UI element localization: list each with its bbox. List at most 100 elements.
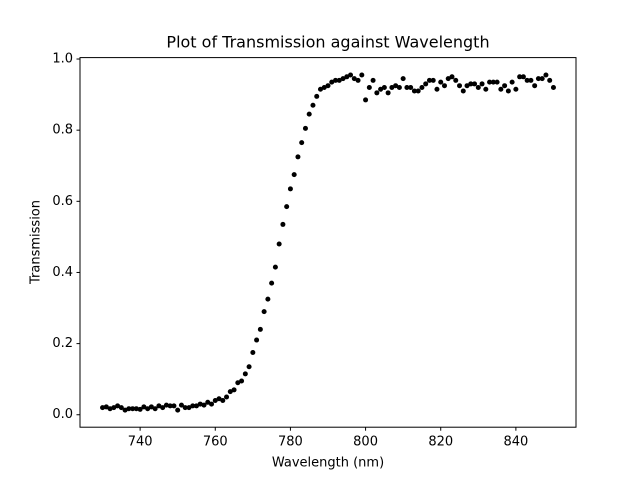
point bbox=[445, 76, 451, 82]
point bbox=[224, 394, 230, 400]
point bbox=[152, 406, 158, 412]
point bbox=[156, 403, 162, 409]
point bbox=[231, 387, 237, 393]
point bbox=[472, 81, 478, 87]
point bbox=[434, 86, 440, 92]
point bbox=[333, 77, 339, 83]
point bbox=[539, 76, 545, 82]
point bbox=[314, 93, 320, 99]
y-tick-label: 1.0 bbox=[52, 52, 73, 67]
x-tick-label: 800 bbox=[353, 435, 378, 450]
point bbox=[325, 83, 331, 89]
point bbox=[205, 399, 211, 405]
point bbox=[430, 77, 436, 83]
point bbox=[107, 406, 113, 412]
x-tick-label: 840 bbox=[503, 435, 528, 450]
point bbox=[329, 79, 335, 85]
point bbox=[408, 84, 414, 90]
point bbox=[528, 77, 534, 83]
point bbox=[239, 378, 245, 384]
y-tick-label: 0.0 bbox=[52, 407, 73, 422]
y-tick-label: 0.2 bbox=[52, 336, 73, 351]
point bbox=[291, 172, 297, 178]
point bbox=[254, 337, 260, 343]
point bbox=[126, 406, 132, 412]
x-tick-label: 740 bbox=[128, 435, 153, 450]
point bbox=[178, 402, 184, 408]
point bbox=[295, 154, 301, 160]
point bbox=[468, 81, 474, 87]
point bbox=[182, 405, 188, 411]
y-tick-label: 0.8 bbox=[52, 123, 73, 138]
point bbox=[502, 83, 508, 89]
point bbox=[269, 280, 275, 286]
point bbox=[317, 86, 323, 92]
point bbox=[344, 74, 350, 80]
point bbox=[532, 83, 538, 89]
point bbox=[396, 84, 402, 90]
point bbox=[505, 88, 511, 94]
point bbox=[163, 402, 169, 408]
point bbox=[235, 380, 241, 386]
point bbox=[378, 86, 384, 92]
point bbox=[100, 405, 106, 411]
point bbox=[103, 404, 109, 410]
point bbox=[336, 77, 342, 83]
point bbox=[411, 88, 417, 94]
point bbox=[464, 83, 470, 89]
point bbox=[171, 403, 177, 409]
point bbox=[265, 296, 271, 302]
point bbox=[389, 84, 395, 90]
x-tick-label: 820 bbox=[428, 435, 453, 450]
point bbox=[276, 241, 282, 247]
point bbox=[385, 90, 391, 96]
point bbox=[250, 349, 256, 355]
point bbox=[133, 406, 139, 412]
point bbox=[400, 76, 406, 82]
point bbox=[404, 84, 410, 90]
point bbox=[299, 140, 305, 146]
point bbox=[246, 364, 252, 370]
point bbox=[160, 405, 166, 411]
point bbox=[186, 405, 192, 411]
point bbox=[111, 405, 117, 411]
point bbox=[257, 326, 263, 332]
point bbox=[517, 74, 523, 80]
point bbox=[201, 402, 207, 408]
point bbox=[487, 79, 493, 85]
point bbox=[453, 77, 459, 83]
point bbox=[141, 404, 147, 410]
point bbox=[216, 396, 222, 402]
point bbox=[438, 79, 444, 85]
point bbox=[115, 403, 121, 409]
point bbox=[130, 406, 136, 412]
x-tick-label: 760 bbox=[203, 435, 228, 450]
point bbox=[306, 111, 312, 117]
point bbox=[197, 401, 203, 407]
point bbox=[321, 84, 327, 90]
point bbox=[550, 84, 556, 90]
point bbox=[490, 79, 496, 85]
x-tick-label: 780 bbox=[278, 435, 303, 450]
point bbox=[513, 86, 519, 92]
point bbox=[220, 398, 226, 404]
point bbox=[479, 81, 485, 87]
point bbox=[509, 79, 515, 85]
point bbox=[475, 84, 481, 90]
point bbox=[366, 84, 372, 90]
point bbox=[460, 88, 466, 94]
x-axis-label: Wavelength (nm) bbox=[272, 456, 384, 471]
point bbox=[355, 77, 361, 83]
point bbox=[457, 83, 463, 89]
point bbox=[543, 72, 549, 78]
point bbox=[145, 406, 151, 412]
point bbox=[520, 74, 526, 80]
point bbox=[374, 90, 380, 96]
point bbox=[535, 76, 541, 82]
point bbox=[483, 86, 489, 92]
point bbox=[212, 398, 218, 404]
point bbox=[148, 404, 154, 410]
point bbox=[547, 77, 553, 83]
